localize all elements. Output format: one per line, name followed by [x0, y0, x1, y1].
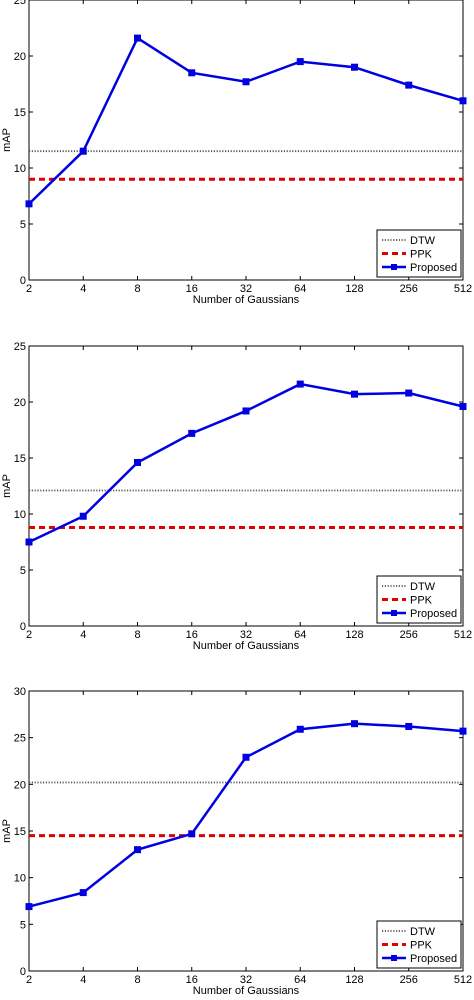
y-tick-label: 10 [14, 163, 26, 175]
x-tick-label: 64 [294, 629, 306, 641]
data-point-proposed [25, 903, 33, 911]
legend-label-ppk: PPK [410, 249, 433, 261]
y-axis-label: mAP [1, 474, 13, 498]
y-tick-label: 5 [20, 919, 26, 931]
x-axis-label: Number of Gaussians [193, 294, 300, 306]
x-tick-label: 64 [294, 283, 306, 295]
data-point-proposed [351, 720, 358, 728]
legend-label-proposed: Proposed [410, 262, 457, 274]
x-tick-label: 512 [454, 629, 472, 641]
data-point-proposed [79, 147, 87, 155]
data-point-proposed [242, 78, 250, 86]
x-tick-label: 128 [345, 629, 363, 641]
legend-marker-proposed [391, 955, 397, 961]
data-point-proposed [296, 725, 304, 733]
x-tick-label: 2 [26, 283, 32, 295]
x-tick-label: 32 [240, 974, 252, 986]
data-point-proposed [459, 97, 467, 105]
x-tick-label: 8 [134, 283, 140, 295]
data-point-proposed [351, 63, 358, 71]
x-tick-label: 64 [294, 974, 306, 986]
x-tick-label: 4 [80, 974, 86, 986]
y-tick-label: 10 [14, 873, 26, 885]
y-tick-label: 20 [14, 397, 26, 409]
y-tick-label: 15 [14, 453, 26, 465]
x-tick-label: 4 [80, 283, 86, 295]
y-tick-label: 0 [20, 621, 26, 633]
legend-label-dtw: DTW [410, 581, 436, 593]
data-point-proposed [405, 389, 413, 397]
legend-label-proposed: Proposed [410, 608, 457, 620]
data-point-proposed [405, 81, 413, 89]
data-point-proposed [188, 69, 196, 77]
x-tick-label: 256 [400, 974, 418, 986]
y-axis-label: mAP [1, 819, 13, 843]
data-point-proposed [296, 380, 304, 388]
y-tick-label: 25 [14, 733, 26, 745]
y-tick-label: 15 [14, 107, 26, 119]
data-point-proposed [242, 753, 250, 761]
x-axis-label: Number of Gaussians [193, 985, 300, 997]
y-tick-label: 20 [14, 779, 26, 791]
chart-panel-3: 0 5 10 15 20 25 30 2 4 8 16 32 64 128 256 512 Number of … [1, 686, 472, 997]
data-point-proposed [79, 889, 87, 897]
x-tick-label: 16 [186, 974, 198, 986]
series-line-proposed [28, 722, 464, 908]
legend-label-proposed: Proposed [410, 953, 457, 965]
data-point-proposed [296, 58, 304, 66]
data-point-proposed [351, 390, 358, 398]
y-tick-label: 25 [14, 0, 26, 7]
data-point-proposed [188, 429, 196, 437]
chart-panel-1: 0 5 10 15 20 25 2 4 8 16 32 64 128 256 512 Number of Ga… [1, 0, 472, 306]
x-tick-label: 16 [186, 283, 198, 295]
y-tick-label: 30 [14, 686, 26, 698]
legend-marker-proposed [391, 264, 397, 270]
x-tick-label: 128 [345, 283, 363, 295]
data-point-proposed [25, 200, 33, 208]
x-tick-label: 512 [454, 974, 472, 986]
data-point-proposed [405, 722, 413, 730]
x-tick-label: 256 [400, 629, 418, 641]
y-tick-label: 0 [20, 275, 26, 287]
data-point-proposed [134, 846, 141, 854]
y-tick-label: 0 [20, 966, 26, 978]
data-point-proposed [25, 538, 33, 546]
y-tick-label: 5 [20, 219, 26, 231]
legend-marker-proposed [391, 610, 397, 616]
legend-label-dtw: DTW [410, 926, 436, 938]
x-tick-label: 512 [454, 283, 472, 295]
x-tick-label: 16 [186, 629, 198, 641]
data-point-proposed [459, 402, 467, 410]
x-tick-label: 128 [345, 974, 363, 986]
y-tick-label: 20 [14, 51, 26, 63]
data-point-proposed [242, 407, 250, 415]
data-point-proposed [134, 34, 141, 42]
x-axis-label: Number of Gaussians [193, 640, 300, 652]
data-point-proposed [79, 512, 87, 520]
x-tick-label: 4 [80, 629, 86, 641]
x-tick-label: 8 [134, 974, 140, 986]
x-tick-label: 32 [240, 283, 252, 295]
legend-label-ppk: PPK [410, 595, 433, 607]
data-point-proposed [188, 830, 196, 838]
x-tick-label: 8 [134, 629, 140, 641]
data-point-proposed [459, 727, 467, 735]
y-tick-label: 5 [20, 565, 26, 577]
x-tick-label: 2 [26, 974, 32, 986]
y-axis-label: mAP [1, 128, 13, 152]
y-tick-label: 25 [14, 341, 26, 353]
y-tick-label: 10 [14, 509, 26, 521]
x-tick-label: 256 [400, 283, 418, 295]
legend-label-dtw: DTW [410, 235, 436, 247]
chart-panel-2: 0 5 10 15 20 25 2 4 8 16 32 64 128 256 512 Number of Ga… [1, 341, 472, 652]
y-tick-label: 15 [14, 826, 26, 838]
data-point-proposed [134, 458, 141, 466]
x-tick-label: 32 [240, 629, 252, 641]
x-tick-label: 2 [26, 629, 32, 641]
legend-label-ppk: PPK [410, 940, 433, 952]
